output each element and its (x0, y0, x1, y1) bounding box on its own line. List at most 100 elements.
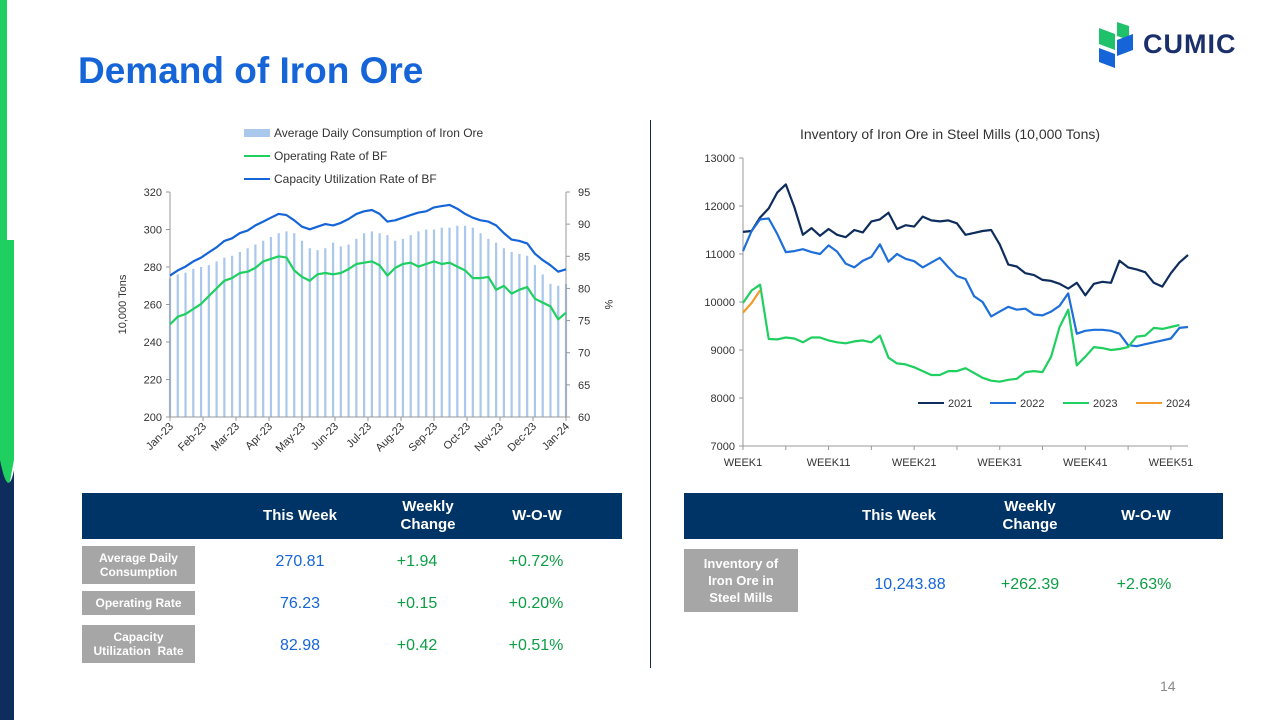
x-tick-label: May-23 (274, 421, 308, 455)
table-header: This Week Weekly Change W-O-W (684, 493, 1223, 539)
operating-rate-value: 76.23 (279, 595, 321, 612)
bar (316, 250, 319, 417)
bar (557, 285, 560, 417)
consumption-change: +1.94 (396, 553, 438, 570)
legend-label: 2022 (1020, 398, 1044, 410)
bar (339, 246, 342, 417)
bar (277, 233, 280, 417)
legend-label: Capacity Utilization Rate of BF (274, 172, 437, 186)
legend-label: 2021 (948, 398, 972, 410)
y-tick-label: 9000 (711, 345, 735, 357)
page-title: Demand of Iron Ore (78, 50, 424, 91)
x-tick-label: WEEK31 (977, 457, 1022, 469)
legend-label: Average Daily Consumption of Iron Ore (274, 126, 484, 140)
y-tick-label: 8000 (711, 393, 735, 405)
x-tick-label: WEEK1 (724, 457, 763, 469)
bar (549, 283, 552, 417)
x-tick-label: WEEK21 (892, 457, 937, 469)
y-tick-label: 11000 (705, 249, 735, 261)
y-tick-label: 7000 (711, 441, 735, 453)
bar (192, 268, 195, 417)
bar (518, 253, 521, 417)
operating-rate-line (169, 255, 567, 326)
consumption-value: 270.81 (275, 553, 325, 570)
bar (199, 267, 203, 417)
x-tick-label: Sep-23 (407, 421, 441, 455)
header-weekly-change: Weekly Change (1002, 498, 1058, 533)
inventory-change: +262.39 (1000, 576, 1060, 593)
x-tick-label: Apr-23 (243, 421, 275, 453)
x-tick-label: Oct-23 (441, 421, 473, 453)
header-wow: W-O-W (1121, 507, 1171, 524)
bar (541, 274, 544, 417)
bar (432, 229, 436, 417)
y-axis-label: 10,000 Tons (117, 274, 129, 334)
bar (363, 233, 366, 417)
series-line-2021 (742, 183, 1189, 297)
bar (285, 231, 288, 417)
operating-rate-change: +0.15 (396, 595, 438, 612)
inventory-value: 10,243.88 (874, 576, 946, 593)
inventory-chart: Inventory of Iron Ore in Steel Mills (10… (704, 126, 1193, 469)
chart-title: Inventory of Iron Ore in Steel Mills (10… (800, 126, 1100, 142)
x-tick-label: Jul-23 (344, 421, 374, 451)
y2-tick-label: 85 (578, 251, 590, 263)
row-label-inventory: Inventory of Iron Ore in Steel Mills (684, 549, 798, 612)
consumption-wow: +0.72% (508, 553, 564, 570)
bar (463, 225, 467, 417)
bar (440, 227, 443, 417)
bar (533, 265, 537, 417)
row-label-consumption: Average Daily Consumption (82, 546, 195, 584)
legend-label: Operating Rate of BF (274, 149, 387, 163)
bar (347, 244, 350, 417)
header-this-week: This Week (862, 507, 936, 524)
y2-tick-label: 70 (578, 348, 590, 360)
bar (448, 227, 451, 417)
bar (417, 231, 420, 417)
bar (254, 244, 257, 417)
bar (425, 229, 428, 417)
y-tick-label: 240 (144, 337, 162, 349)
bar (487, 238, 490, 417)
y-tick-label: 10000 (704, 297, 735, 309)
bar (324, 248, 327, 417)
bar (456, 225, 459, 417)
header-this-week: This Week (263, 507, 337, 524)
x-tick-label: Jan-24 (540, 421, 572, 453)
cumic-logo: CUMIC (1099, 22, 1237, 68)
capacity-utilization-wow: +0.51% (508, 637, 564, 654)
bar (207, 265, 210, 417)
logo-text: CUMIC (1143, 29, 1237, 59)
y-tick-label: 200 (144, 412, 162, 424)
bar (308, 248, 311, 417)
bar (495, 242, 498, 417)
y2-tick-label: 75 (578, 316, 590, 328)
series-line-2022 (741, 217, 1189, 348)
inventory-wow: +2.63% (1116, 576, 1172, 593)
bar (231, 255, 234, 417)
bar (526, 255, 529, 417)
x-tick-label: Jan-23 (144, 421, 176, 453)
bar (510, 252, 513, 417)
x-tick-label: Feb-23 (176, 421, 209, 454)
bar (394, 240, 397, 417)
x-tick-label: Aug-23 (374, 421, 408, 455)
row-label-capacity-utilization: Capacity Utilization Rate (82, 625, 195, 663)
bar (502, 248, 505, 417)
bar (378, 233, 381, 417)
series-line-2024 (742, 289, 762, 314)
vertical-divider (650, 120, 651, 668)
logo-mark-icon (1099, 22, 1133, 68)
inventory-summary-table: This Week Weekly Change W-O-W Inventory … (684, 493, 1223, 618)
bar (176, 274, 179, 417)
y2-tick-label: 90 (578, 219, 590, 231)
table-header: This Week Weekly Change W-O-W (82, 493, 622, 539)
bar (215, 261, 218, 417)
y-tick-label: 300 (144, 225, 162, 237)
bar (331, 242, 335, 417)
bar (479, 233, 482, 417)
header-wow: W-O-W (512, 507, 562, 524)
bar (184, 272, 187, 417)
legend-label: 2024 (1166, 398, 1190, 410)
header-weekly-change: Weekly Change (400, 498, 456, 533)
